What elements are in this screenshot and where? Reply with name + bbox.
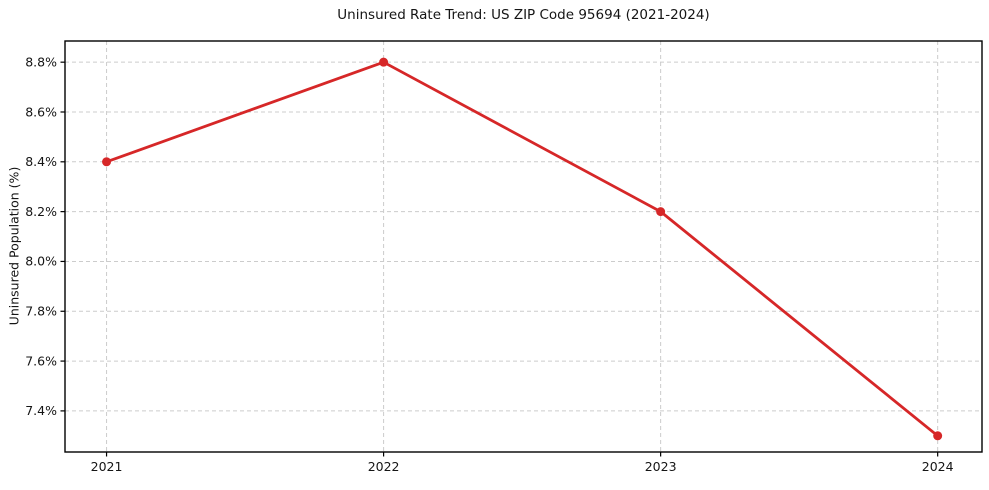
y-tick-label: 7.8% [25,304,57,319]
x-tick-label: 2024 [922,459,954,474]
y-axis-label: Uninsured Population (%) [6,166,22,326]
chart-title: Uninsured Rate Trend: US ZIP Code 95694 … [337,7,710,23]
data-point-marker [656,207,666,217]
axes-spine-box [64,40,983,453]
y-tick-label: 8.8% [25,54,57,69]
series-line [105,60,940,438]
data-point-marker [102,157,112,167]
y-tick-label: 7.6% [25,353,57,368]
data-point-marker [933,431,943,441]
y-tick-label: 8.2% [25,204,57,219]
y-tick-label: 8.0% [25,254,57,269]
x-tick-label: 2022 [368,459,400,474]
x-tick-label: 2021 [91,459,123,474]
y-tick-label: 8.6% [25,104,57,119]
data-point-marker [379,57,389,67]
y-tick-label: 8.4% [25,154,57,169]
x-tick-label: 2023 [645,459,677,474]
y-tick-label: 7.4% [25,403,57,418]
